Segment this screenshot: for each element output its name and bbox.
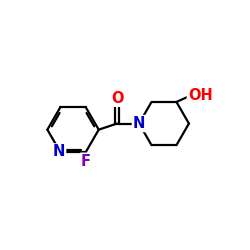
Text: N: N xyxy=(133,116,145,131)
Text: F: F xyxy=(81,154,91,169)
Text: N: N xyxy=(53,144,65,160)
Text: OH: OH xyxy=(188,88,212,103)
Text: O: O xyxy=(111,91,123,106)
